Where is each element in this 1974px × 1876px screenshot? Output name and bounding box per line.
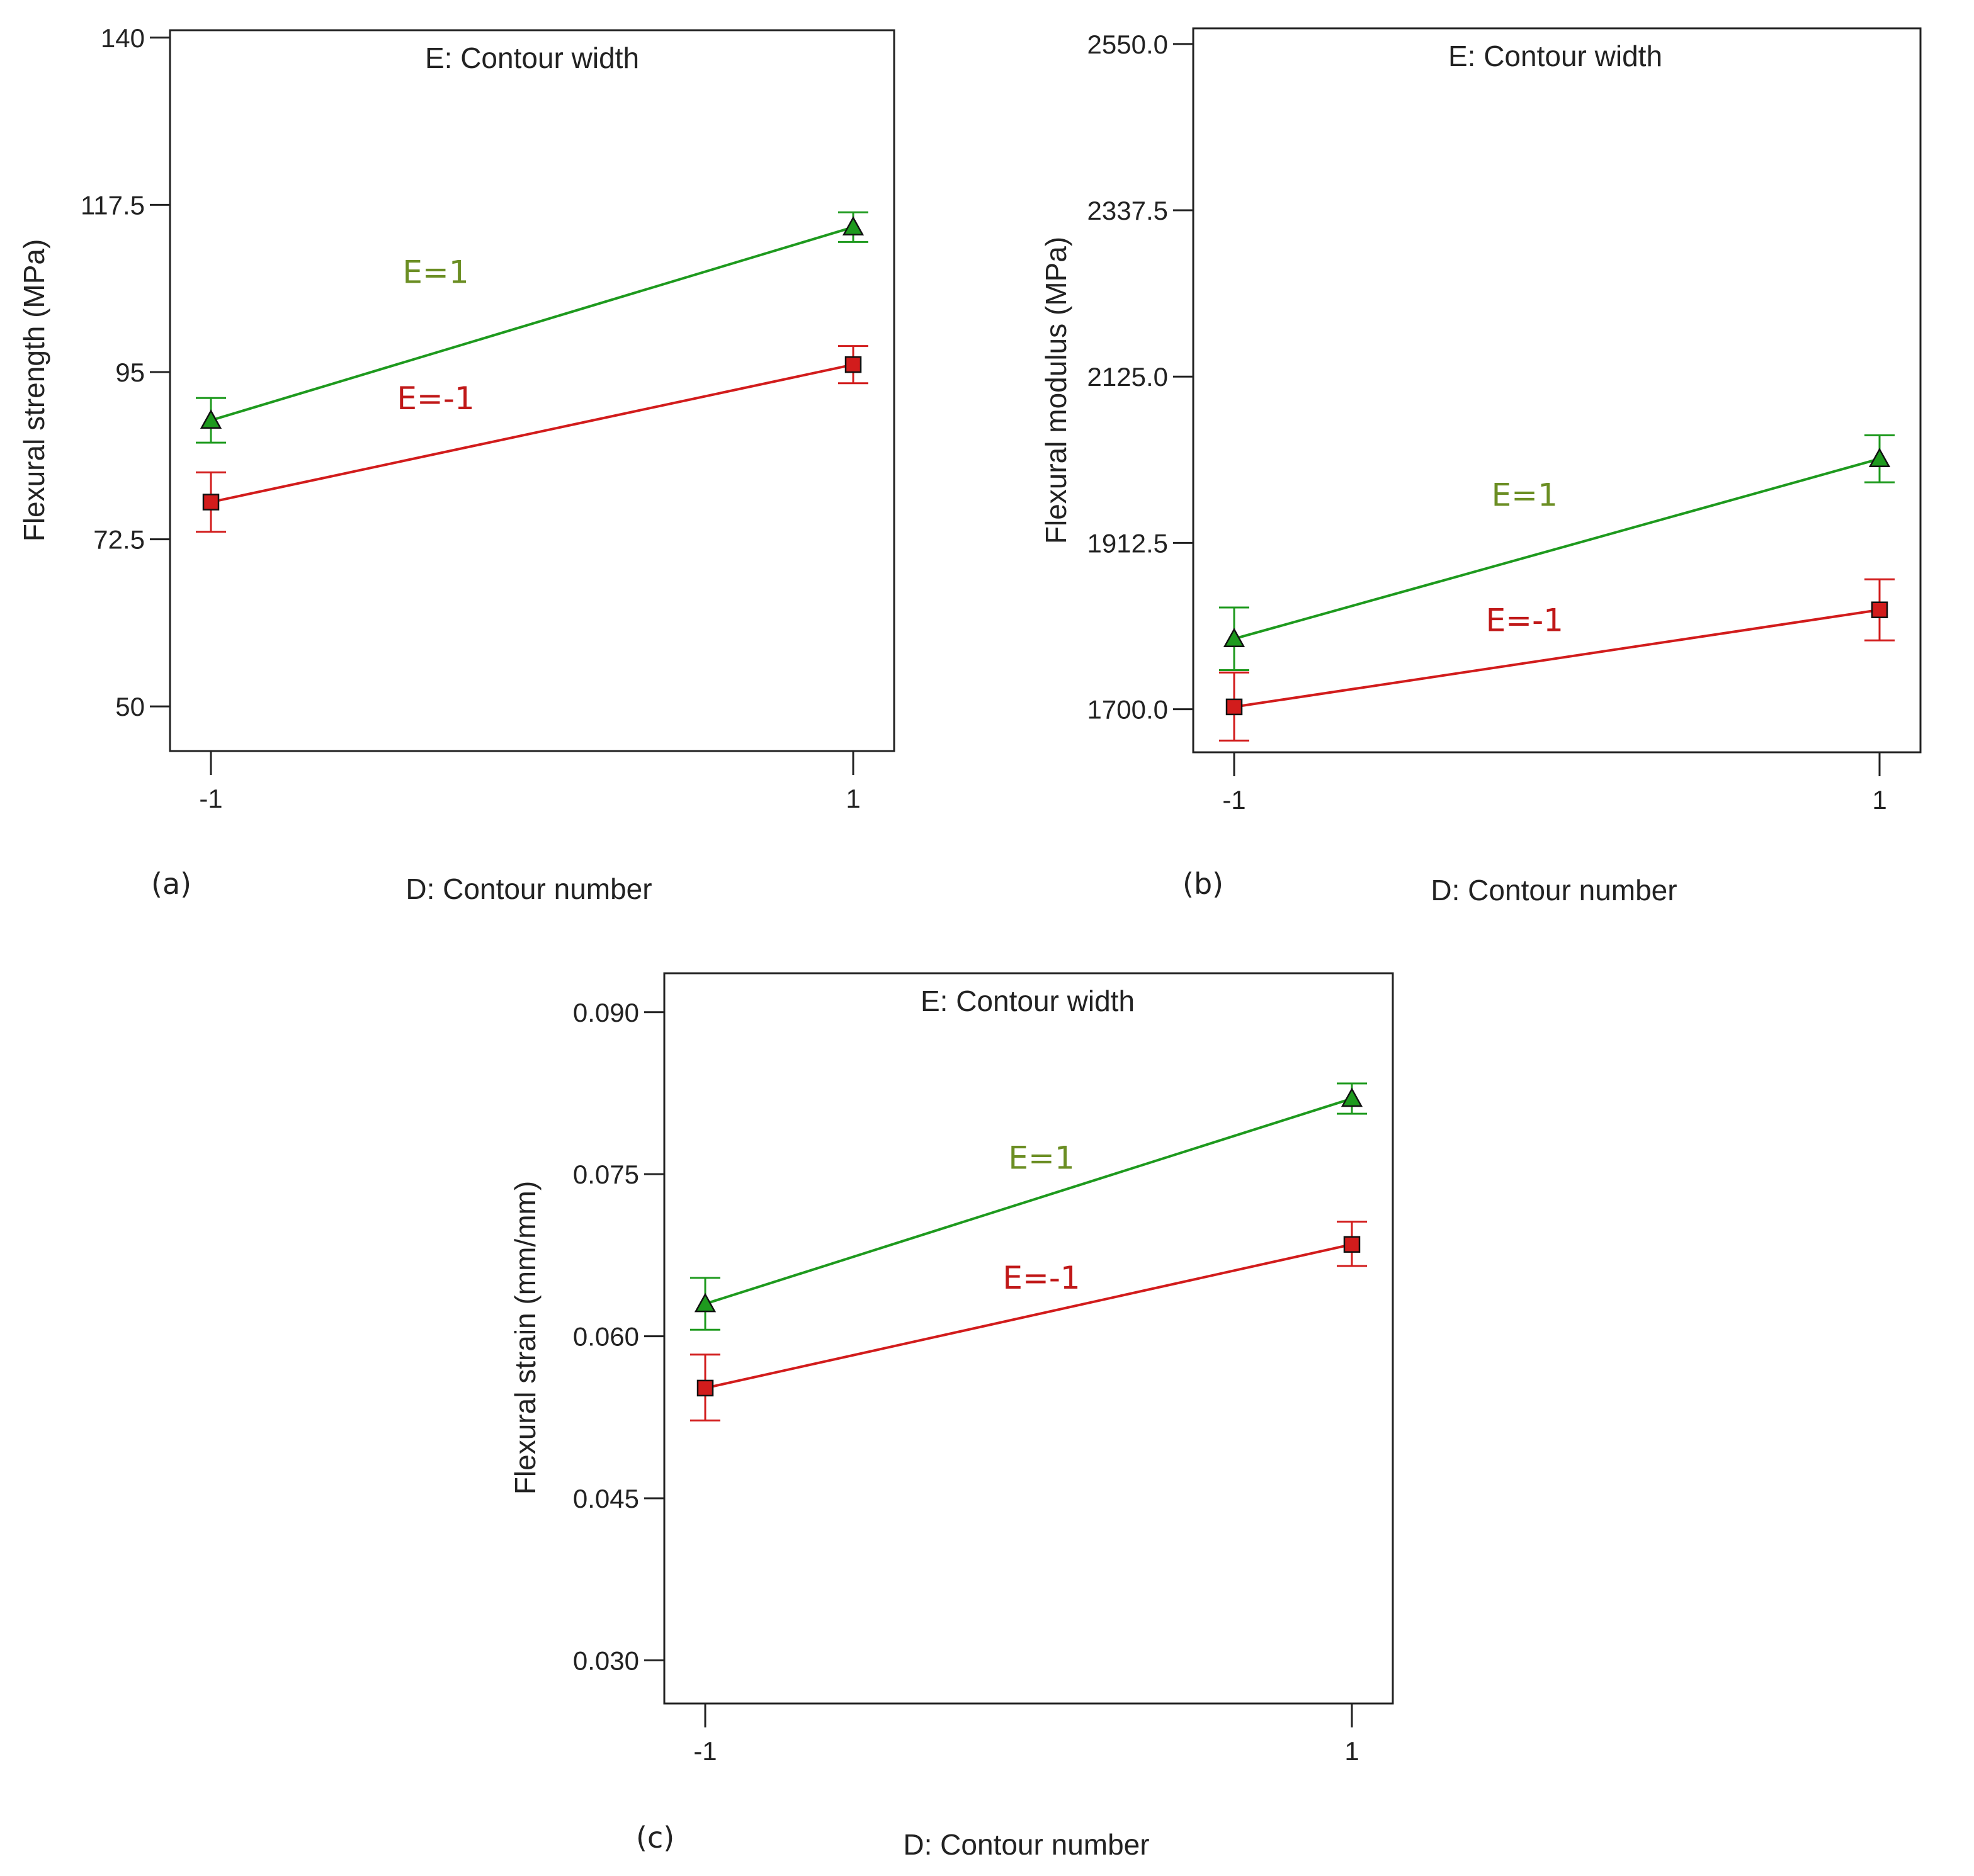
y-axis-label: Flexural strength (MPa) [18, 239, 50, 542]
y-tick-label: 95 [115, 358, 145, 387]
series-line [210, 363, 854, 504]
series-line [705, 1097, 1353, 1305]
x-tick-label: 1 [846, 784, 860, 813]
plot-frame [1192, 27, 1922, 754]
series-layer: E=-1 E=1 [690, 1082, 1367, 1421]
y-tick-label: 0.075 [573, 1160, 639, 1189]
y-axis: 1700.0 1912.5 2125.0 2337.5 2550.0 [1087, 30, 1193, 725]
y-tick-label: 0.090 [573, 998, 639, 1027]
x-axis-label: D: Contour number [406, 873, 652, 905]
panel-label: (c) [636, 1821, 674, 1855]
data-point [1871, 601, 1888, 618]
panel-label: (b) [1183, 867, 1223, 901]
y-tick-label: 0.030 [573, 1646, 639, 1675]
x-tick-label: 1 [1872, 785, 1886, 815]
chart-title: E: Contour width [1448, 40, 1662, 72]
plot-frame [663, 972, 1394, 1705]
series-line [210, 225, 854, 422]
chart-panel-b: E: Contour width Flexural modulus (MPa) … [1040, 27, 1922, 907]
plot-frame [169, 29, 895, 752]
y-tick-label: 0.060 [573, 1322, 639, 1352]
data-point [694, 1292, 717, 1313]
series-label: E=1 [402, 254, 468, 290]
series-label: E=-1 [397, 380, 474, 417]
y-axis-label: Flexural modulus (MPa) [1040, 237, 1072, 544]
y-tick-label: 2337.5 [1087, 196, 1168, 225]
series-label: E=1 [1492, 477, 1558, 513]
y-tick-label: 1912.5 [1087, 528, 1168, 558]
x-axis: -1 1 [199, 751, 861, 813]
data-point [202, 494, 220, 511]
data-point [696, 1379, 714, 1397]
y-tick-label: 117.5 [81, 190, 145, 220]
series-layer: E=-1 E=1 [1219, 434, 1895, 742]
data-point [200, 409, 222, 429]
y-axis: 50 72.5 95 117.5 140 [81, 23, 170, 721]
x-tick-label: 1 [1344, 1736, 1359, 1766]
panel-label: (a) [151, 867, 191, 901]
series-line [705, 1243, 1353, 1389]
x-tick-label: -1 [199, 784, 222, 813]
data-point [1223, 628, 1245, 647]
series-label: E=-1 [1486, 602, 1563, 638]
chart-panel-c: E: Contour width Flexural strain (mm/mm)… [509, 972, 1394, 1861]
x-axis: -1 1 [1222, 752, 1887, 815]
x-tick-label: -1 [693, 1736, 717, 1766]
data-point [844, 356, 862, 373]
chart-panel-a: E: Contour width Flexural strength (MPa)… [18, 23, 895, 905]
chart-title: E: Contour width [425, 42, 639, 74]
x-axis-label: D: Contour number [903, 1828, 1149, 1861]
y-tick-label: 50 [115, 692, 145, 721]
y-tick-label: 72.5 [93, 525, 145, 555]
data-point [1868, 448, 1891, 468]
chart-title: E: Contour width [921, 985, 1135, 1017]
x-tick-label: -1 [1222, 785, 1245, 815]
series-label: E=1 [1008, 1140, 1074, 1177]
y-tick-label: 140 [101, 23, 145, 53]
y-axis: 0.030 0.045 0.060 0.075 0.090 [573, 998, 664, 1675]
series-layer: E=-1 E=1 [196, 211, 868, 533]
y-tick-label: 1700.0 [1087, 695, 1168, 725]
x-axis-label: D: Contour number [1431, 874, 1677, 907]
series-line [1234, 457, 1880, 640]
data-point [1343, 1236, 1361, 1253]
series-line [1234, 608, 1880, 708]
series-label: E=-1 [1002, 1260, 1080, 1296]
y-axis-label: Flexural strain (mm/mm) [509, 1181, 542, 1495]
y-tick-label: 2550.0 [1087, 30, 1168, 59]
data-point [1225, 698, 1243, 716]
data-point [842, 216, 865, 236]
y-tick-label: 0.045 [573, 1484, 639, 1513]
x-axis: -1 1 [693, 1704, 1359, 1766]
y-tick-label: 2125.0 [1087, 362, 1168, 392]
data-point [1341, 1087, 1363, 1107]
